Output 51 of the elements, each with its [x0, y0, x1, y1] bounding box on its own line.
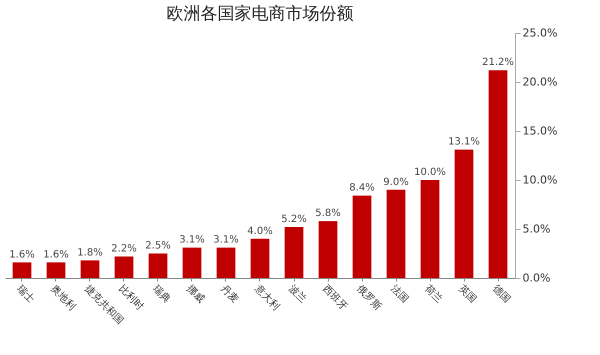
bar	[216, 248, 236, 278]
y-tick-label: 20.0%	[522, 76, 558, 88]
x-tick-label: 荷兰	[422, 282, 445, 306]
x-tick-label: 瑞士	[14, 282, 37, 306]
x-tick-label: 波兰	[286, 282, 309, 306]
data-label: 2.2%	[111, 243, 137, 254]
bar	[488, 70, 508, 278]
x-tick-label: 德国	[490, 284, 512, 306]
data-label: 8.4%	[349, 182, 375, 194]
data-label: 3.1%	[213, 234, 239, 246]
data-label: 3.1%	[179, 234, 205, 246]
x-tick-label: 丹麦	[218, 282, 241, 306]
data-label: 1.6%	[9, 249, 35, 260]
data-label: 1.8%	[77, 247, 103, 258]
bar	[80, 260, 100, 278]
y-tick-label: 0.0%	[522, 272, 550, 284]
bar	[420, 180, 440, 278]
x-tick-label: 挪威	[184, 282, 207, 306]
data-label: 4.0%	[247, 226, 273, 237]
x-tick-label: 瑞典	[150, 282, 173, 306]
y-tick-label: 10.0%	[522, 174, 558, 186]
bar	[12, 262, 32, 278]
x-tick-label: 俄罗斯	[354, 282, 384, 312]
x-tick-label: 意大利	[252, 282, 282, 312]
bar	[284, 227, 304, 278]
bar	[250, 238, 270, 278]
bar	[114, 256, 134, 278]
bar	[352, 196, 372, 278]
bar	[182, 248, 202, 278]
data-label: 9.0%	[383, 176, 409, 188]
y-tick-label: 25.0%	[522, 26, 558, 40]
data-label: 21.2%	[482, 57, 514, 68]
data-label: 5.2%	[281, 214, 307, 226]
bar	[46, 262, 66, 278]
bar	[386, 190, 406, 278]
data-label: 2.5%	[145, 240, 171, 252]
x-tick-label: 奥地利	[48, 282, 78, 312]
bar	[148, 254, 168, 278]
data-label: 1.6%	[43, 249, 69, 260]
x-tick-label: 法国	[388, 282, 411, 306]
data-label: 5.8%	[315, 208, 341, 220]
y-tick-label: 5.0%	[522, 222, 550, 236]
bar	[318, 221, 338, 278]
y-tick-label: 15.0%	[522, 124, 558, 138]
x-tick-label: 英国	[456, 282, 479, 306]
data-label: 13.1%	[448, 136, 480, 148]
x-tick-label: 比利时	[116, 282, 146, 312]
x-tick-label: 西班牙	[320, 282, 350, 312]
data-label: 10.0%	[414, 167, 446, 178]
bar	[454, 150, 474, 278]
chart-title: 欧洲各国家电商市场份额	[166, 4, 354, 24]
